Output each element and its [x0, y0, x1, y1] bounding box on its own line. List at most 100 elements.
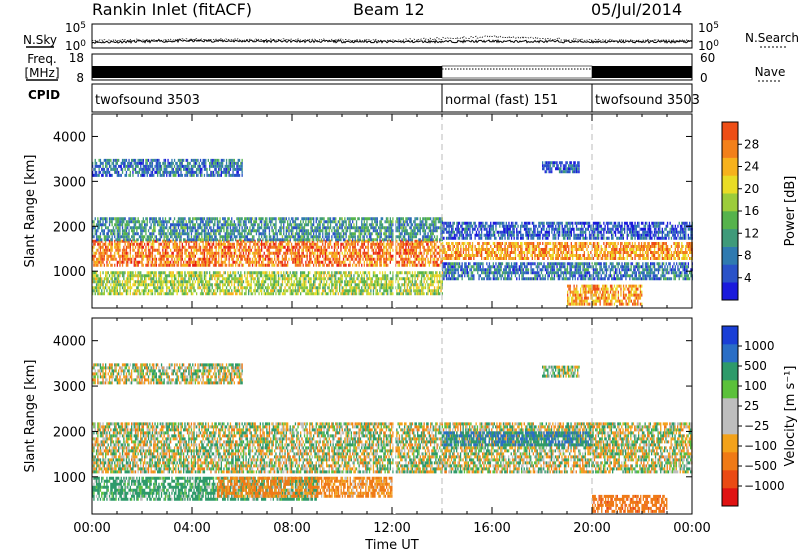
velocity-colorbar-cell — [722, 398, 738, 417]
freq-bar — [433, 66, 435, 78]
freq-bar — [317, 66, 319, 78]
freq-bar — [124, 66, 126, 78]
freq-bar — [144, 66, 146, 78]
freq-bar — [689, 66, 691, 78]
power-ytick-label: 3000 — [53, 175, 86, 190]
freq-bar — [685, 66, 687, 78]
freq-bar — [104, 66, 106, 78]
power-band-2 — [92, 217, 444, 242]
velocity-ylabel: Slant Range [km] — [23, 360, 38, 473]
freq-bar — [362, 66, 364, 78]
freq-bar — [134, 66, 136, 78]
freq-bar — [224, 66, 226, 78]
velocity-band-cells — [93, 363, 243, 385]
freq-bar — [691, 66, 693, 78]
freq-right-tick-top: 60 — [700, 51, 715, 65]
power-colorbar-cell — [722, 157, 738, 176]
freq-bar — [129, 66, 131, 78]
freq-bar — [287, 66, 289, 78]
velocity-colorbar-label: −1000 — [744, 479, 785, 493]
freq-bar — [127, 66, 129, 78]
freq-bar — [665, 66, 667, 78]
freq-bar — [348, 66, 350, 78]
freq-bar — [99, 66, 101, 78]
power-colorbar-label: 4 — [744, 271, 752, 285]
freq-bar — [605, 66, 607, 78]
freq-bar — [100, 66, 102, 78]
freq-bar — [669, 66, 671, 78]
freq-bar — [272, 66, 274, 78]
freq-bar — [435, 66, 437, 78]
power-band-cells — [92, 239, 443, 267]
power-band-5 — [442, 242, 693, 260]
freq-bar — [345, 66, 347, 78]
power-colorbar-cell — [722, 175, 738, 194]
freq-bar — [645, 66, 647, 78]
freq-bar — [222, 66, 224, 78]
freq-bar — [432, 66, 434, 78]
noise-series-n-search — [91, 35, 693, 43]
freq-bar — [608, 66, 610, 78]
freq-bar — [621, 66, 623, 78]
freq-bar — [411, 66, 413, 78]
freq-bar — [277, 66, 279, 78]
freq-bar — [109, 66, 111, 78]
freq-bar — [641, 66, 643, 78]
freq-bar — [419, 66, 421, 78]
freq-bar — [319, 66, 321, 78]
freq-bar — [609, 66, 611, 78]
freq-bar — [283, 66, 285, 78]
freq-bar — [371, 66, 373, 78]
freq-bar — [417, 66, 419, 78]
freq-bar — [136, 66, 138, 78]
freq-bar — [341, 66, 343, 78]
freq-bar — [619, 66, 621, 78]
freq-bar — [215, 66, 217, 78]
freq-bar — [375, 66, 377, 78]
freq-bar — [247, 66, 249, 78]
freq-bar — [220, 66, 222, 78]
freq-bar — [378, 66, 380, 78]
freq-bar — [680, 66, 682, 78]
freq-bar — [147, 66, 149, 78]
velocity-xtick-label: 08:00 — [273, 521, 310, 536]
freq-bar — [282, 66, 284, 78]
freq-bar — [388, 66, 390, 78]
freq-bar — [264, 66, 266, 78]
freq-bar — [131, 66, 133, 78]
freq-bar — [148, 66, 150, 78]
freq-bar — [683, 66, 685, 78]
power-colorbar-cell — [722, 211, 738, 230]
velocity-band-cells — [592, 494, 668, 513]
power-band-cells — [443, 242, 693, 260]
freq-bar — [354, 66, 356, 78]
freq-bar — [617, 66, 619, 78]
freq-bar — [385, 66, 387, 78]
freq-bar — [171, 66, 173, 78]
freq-bar — [601, 66, 603, 78]
freq-bar — [245, 66, 247, 78]
freq-bar — [352, 66, 354, 78]
freq-bar — [314, 66, 316, 78]
freq-bar — [377, 66, 379, 78]
freq-bar — [166, 66, 168, 78]
freq-bar — [668, 66, 670, 78]
freq-bar — [206, 66, 208, 78]
freq-bar — [291, 66, 293, 78]
freq-bar — [170, 66, 172, 78]
freq-bar — [217, 66, 219, 78]
power-band-cells — [93, 239, 441, 267]
freq-bar — [690, 66, 692, 78]
freq-bar — [303, 66, 305, 78]
freq-bar — [681, 66, 683, 78]
power-band-4 — [92, 158, 243, 177]
freq-bar — [178, 66, 180, 78]
freq-bar — [596, 66, 598, 78]
freq-bar — [288, 66, 290, 78]
power-band-3 — [92, 271, 444, 296]
power-band-cells — [92, 239, 443, 267]
freq-bar — [403, 66, 405, 78]
freq-bar — [193, 66, 195, 78]
freq-bar — [260, 66, 262, 78]
freq-bar — [107, 66, 109, 78]
